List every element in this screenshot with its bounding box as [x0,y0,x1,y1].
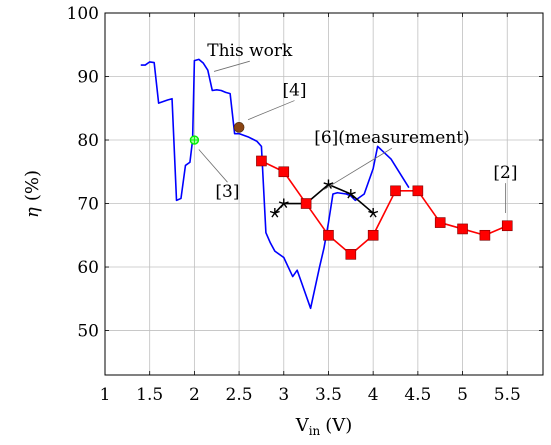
data-point-ref-6 [269,208,280,218]
annotation-label-ref3: [3] [215,182,239,202]
x-tick-label: 2.5 [226,385,253,405]
y-axis-label: η (%) [22,170,43,218]
data-point-ref-2 [412,185,424,197]
data-point-ref-2 [501,220,513,232]
x-tick-label: 3 [278,385,289,405]
x-axis-label-subscript: in [309,424,321,438]
annotation-label-this-work: This work [207,41,293,61]
x-tick-label: 2 [189,385,200,405]
annotation-label-ref2: [2] [493,163,517,183]
data-point-ref-2 [345,249,357,260]
data-point-ref-2 [390,185,401,197]
annotation-pointer-ref6 [323,147,393,190]
annotation-label-ref6: [6](measurement) [314,128,469,148]
annotation-pointer-ref3 [198,149,228,183]
x-axis-label: Vin (V) [295,415,353,438]
y-axis-label-symbol: η [22,207,43,218]
data-point-ref-2 [323,229,334,241]
y-tick-label: 70 [77,195,99,215]
data-point-ref-4 [233,122,245,133]
y-axis-label-unit: (%) [22,170,43,201]
series-line-ref-2 [261,160,508,256]
data-point-ref-2 [367,229,379,241]
data-point-cross-ref-3 [190,136,199,145]
x-tick-label: 5.5 [494,385,521,405]
annotation-label-ref4: [4] [282,81,306,101]
annotation-layer: This work [4] [6](measurement) [3] [2] [198,41,518,214]
y-tick-label: 50 [77,322,99,342]
y-tick-label: 80 [77,131,99,151]
y-tick-label: 60 [77,258,99,278]
tick-layer: 1 1.5 2 2.5 3 3.5 4 4.5 5 5.5 50 60 70 80 90 100 [67,4,543,405]
data-point-ref-2 [479,229,491,241]
data-point-ref-2 [278,166,290,178]
annotation-pointer-ref4 [247,100,295,121]
x-axis-label-symbol: V [295,415,310,436]
grid [104,12,543,375]
plot-frame [104,12,544,376]
y-tick-label: 90 [77,68,99,88]
data-point-ref-6 [278,198,289,208]
marker-layer [189,122,513,260]
data-point-ref-6 [368,208,379,218]
series-line-this-work [140,58,410,310]
data-point-ref-2 [434,217,446,228]
data-point-ref-6 [345,188,356,199]
data-point-ref-2 [256,155,267,167]
x-tick-label: 1.5 [136,385,163,405]
data-point-ref-2 [300,198,312,209]
x-axis-label-unit: (V) [325,415,352,436]
annotation-pointer-this-work [213,60,250,72]
x-tick-label: 3.5 [315,385,342,405]
series-layer [140,58,508,310]
data-point-ref-2 [457,223,468,235]
x-tick-label: 4 [368,385,379,405]
data-point-ref-6 [323,179,334,189]
y-tick-label: 100 [67,4,99,24]
x-tick-label: 1 [100,385,111,405]
x-tick-label: 5 [457,385,468,405]
x-tick-label: 4.5 [404,385,431,405]
